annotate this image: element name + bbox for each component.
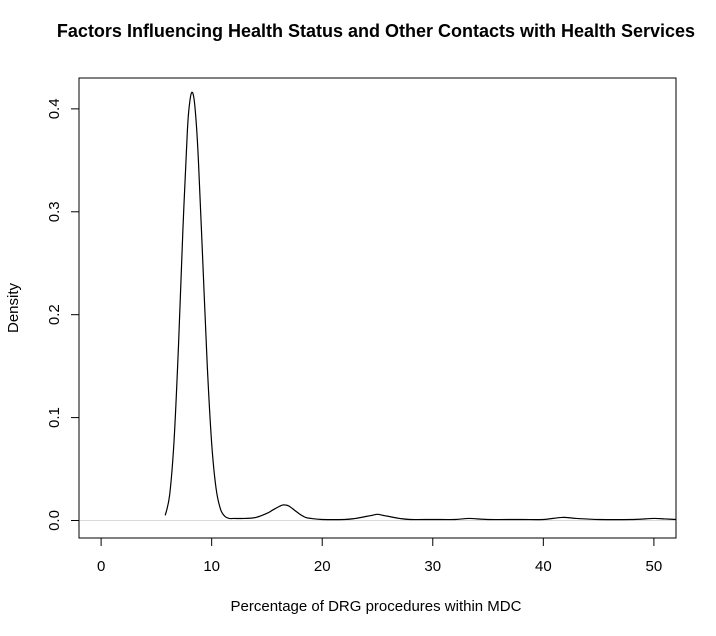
y-axis-label: Density (5, 282, 22, 333)
y-tick-label: 0.0 (46, 510, 63, 531)
plot-frame (78, 77, 677, 539)
x-tick-label: 30 (424, 558, 441, 575)
y-tick-label: 0.3 (46, 201, 63, 222)
density-line (164, 91, 677, 521)
x-tick-label: 20 (314, 558, 331, 575)
chart-title: Factors Influencing Health Status and Ot… (57, 21, 695, 41)
y-tick-label: 0.2 (46, 304, 63, 325)
x-tick-label: 50 (646, 558, 663, 575)
x-axis: 0 10 20 30 40 50 (97, 537, 663, 575)
y-axis: 0.0 0.1 0.2 0.3 0.4 (46, 98, 80, 531)
x-tick-label: 40 (535, 558, 552, 575)
x-tick-label: 10 (203, 558, 220, 575)
x-tick-label: 0 (97, 558, 105, 575)
x-axis-label: Percentage of DRG procedures within MDC (231, 598, 522, 615)
y-tick-label: 0.1 (46, 407, 63, 428)
y-tick-label: 0.4 (46, 98, 63, 119)
